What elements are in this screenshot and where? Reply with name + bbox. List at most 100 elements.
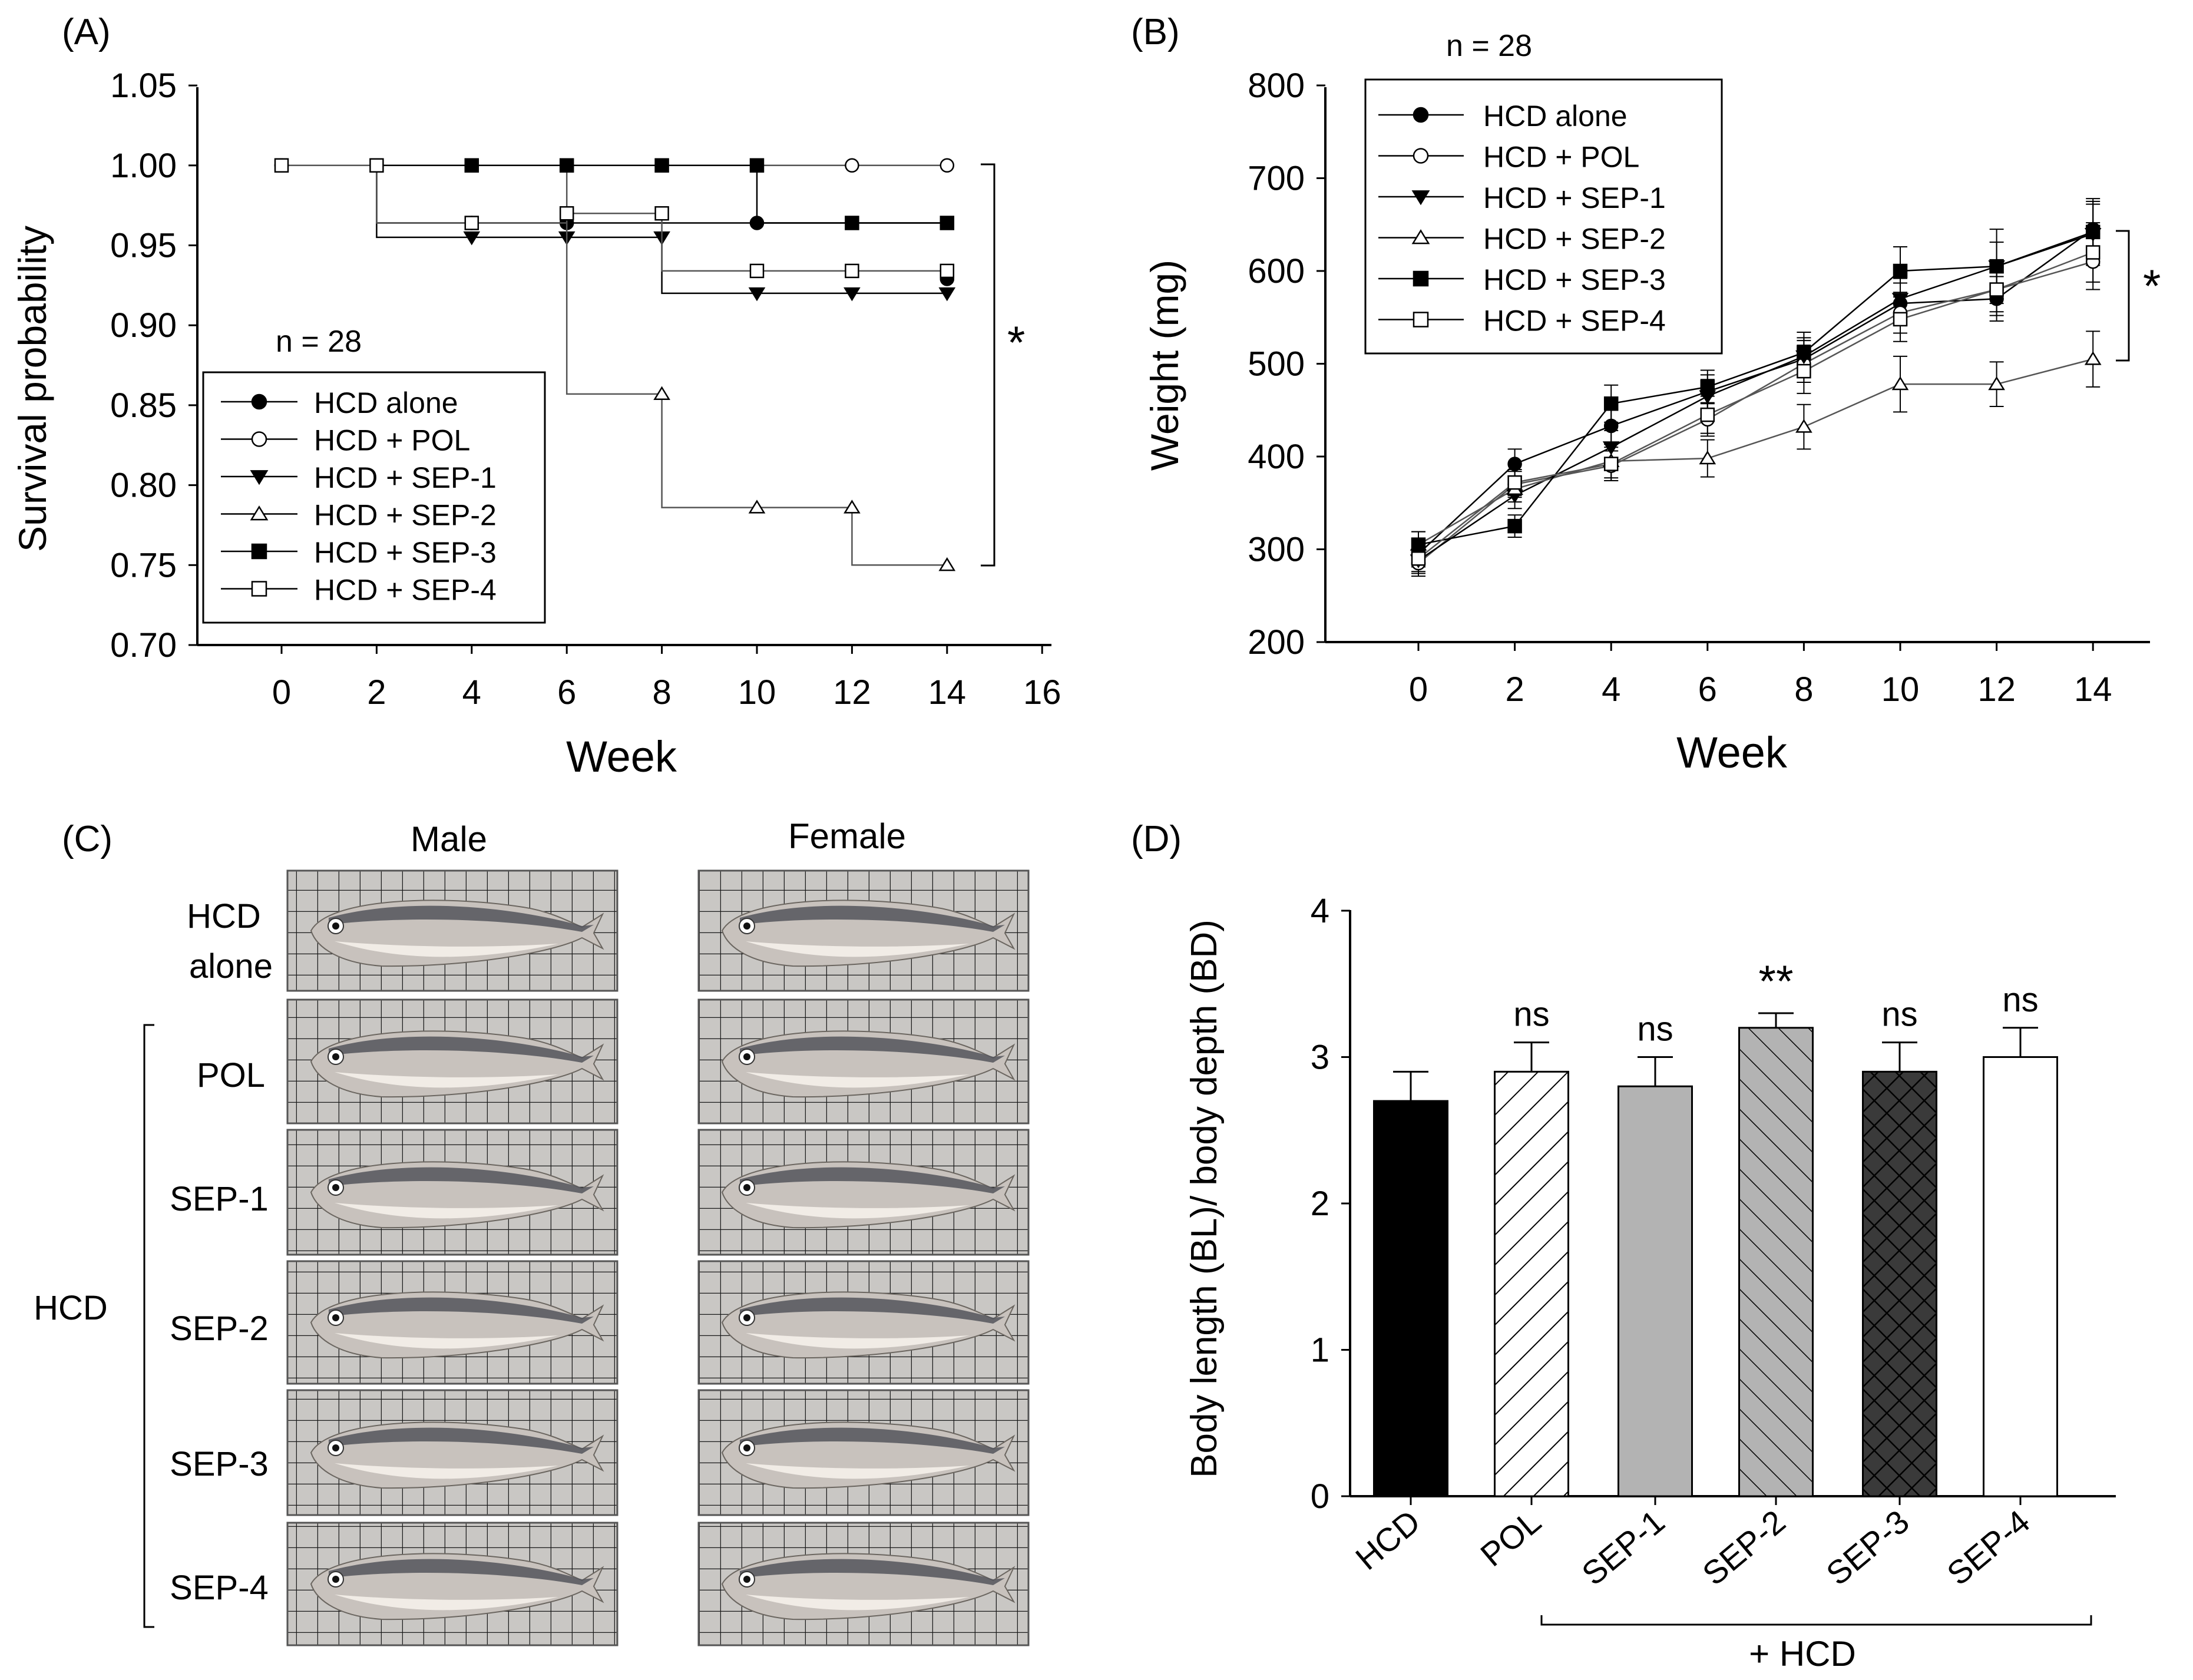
- panel-b-legend-marker: [1413, 270, 1429, 287]
- panel-c: (C) Male Female HCD alone POL SEP-1 SEP-…: [34, 816, 1030, 1646]
- panel-a-point-hcd-sep-4: [274, 158, 289, 173]
- panel-a-legend: HCD alone HCD + POL HCD + SEP-1 HCD + SEP-2…: [221, 386, 497, 607]
- panel-a-xtick-label: 16: [1023, 673, 1061, 712]
- panel-a-point-hcd-sep-3: [464, 158, 479, 173]
- row-label-sep-4: SEP-4: [170, 1569, 269, 1607]
- panel-d-label: (D): [1131, 819, 1182, 859]
- panel-a-significance: *: [1007, 316, 1025, 368]
- panel-b-point-hcd-sep-4: [1989, 282, 2004, 297]
- panel-b-xtick-label: 12: [1977, 670, 2016, 709]
- panel-b-line-hcd-sep-1: [1418, 233, 2093, 561]
- fish-photo-male-sep-2: [286, 1260, 618, 1385]
- panel-a-legend-marker: [251, 393, 267, 410]
- panel-b-legend-label: HCD + SEP-4: [1483, 305, 1666, 338]
- panel-b-xtick-label: 10: [1881, 670, 1920, 709]
- fish-pupil: [743, 1576, 750, 1583]
- panel-d-category-label: SEP-4: [1940, 1503, 2036, 1592]
- fish-photo-male-sep-3: [286, 1389, 618, 1516]
- panel-b-point-hcd-sep-3: [2085, 224, 2101, 240]
- panel-b-plot-area: [1410, 198, 2102, 577]
- panel-b-line-hcd-alone: [1418, 229, 2093, 555]
- fish-belly: [335, 1203, 558, 1219]
- panel-a-legend-marker: [250, 470, 269, 485]
- fish-photo-female-pol: [697, 998, 1030, 1125]
- panel-d-errorbar: [1393, 1070, 1428, 1102]
- panel-b-point-hcd-sep-3: [1411, 537, 1426, 552]
- panel-b-point-hcd-sep-3: [1700, 379, 1715, 395]
- panel-a-n-text: n = 28: [276, 325, 362, 359]
- panel-b-point-hcd-sep-1: [1602, 441, 1620, 455]
- panel-a-axes: [196, 87, 1051, 646]
- hcd-group-bracket: [143, 1024, 154, 1628]
- panel-a-xtick-label: 14: [928, 673, 967, 712]
- panel-c-label: (C): [62, 819, 113, 859]
- panel-b-line-hcd-sep-4: [1418, 252, 2093, 560]
- panel-a-ytick-label: 1.00: [110, 147, 177, 185]
- panel-b-xtick-label: 2: [1505, 670, 1524, 709]
- panel-a-line-hcd-sep-3: [282, 164, 947, 224]
- fish-pupil: [743, 1184, 750, 1191]
- panel-d-category-label: POL: [1473, 1503, 1547, 1573]
- panel-d-bar-sep-2: [1738, 1027, 1814, 1497]
- panel-b-ytick-label: 600: [1248, 252, 1305, 290]
- fish-pupil: [743, 1314, 750, 1321]
- panel-d-annotation: ns: [1637, 1010, 1673, 1049]
- fish-photo-female-hcd-alone: [697, 869, 1030, 992]
- panel-d-errorbar: [1638, 1056, 1673, 1087]
- panel-b-legend-marker: [1413, 148, 1429, 164]
- panel-a-point-hcd-sep-3: [940, 216, 955, 230]
- panel-d-errorbar: [2003, 1027, 2038, 1057]
- panel-b-point-hcd-alone: [1507, 457, 1522, 471]
- panel-d-ylabel: Body length (BL)/ body depth (BD): [1184, 920, 1225, 1478]
- panel-a: (A) 0.70 0.75 0.80 0.85 0.90 0.95 1.00 1.05 0 2 4…: [11, 12, 1061, 781]
- panel-a-x-ticks: 0 2 4 6 8 10 12 14 16: [272, 645, 1061, 712]
- panel-b-xtick-label: 14: [2074, 670, 2112, 709]
- panel-a-xtick-label: 2: [367, 673, 386, 712]
- panel-a-point-hcd-sep-4: [845, 263, 859, 279]
- panel-d-ytick-label: 2: [1311, 1185, 1329, 1223]
- panel-a-legend-label: HCD + SEP-4: [314, 574, 497, 607]
- panel-b-point-hcd-sep-2: [1988, 376, 2005, 391]
- fish-belly: [746, 941, 970, 957]
- panel-b-xtick-label: 6: [1698, 670, 1717, 709]
- panel-d-bar-pol: [1494, 1070, 1569, 1497]
- fish-photo-female-sep-4: [697, 1522, 1030, 1646]
- panel-a-xtick-label: 12: [833, 673, 871, 712]
- panel-b-line-hcd-pol: [1418, 261, 2093, 564]
- panel-a-label: (A): [62, 12, 111, 52]
- fish-photo-female-sep-3: [697, 1389, 1030, 1516]
- panel-b-point-hcd-sep-4: [1411, 551, 1426, 566]
- fish-stripes: [329, 1559, 594, 1585]
- panel-b-xtick-label: 8: [1794, 670, 1813, 709]
- panel-a-ytick-label: 0.90: [110, 306, 177, 345]
- panel-a-legend-marker: [250, 505, 269, 521]
- panel-b-x-ticks: 0 2 4 6 8 10 12 14: [1409, 642, 2112, 709]
- panel-b-point-hcd-sep-4: [1700, 407, 1715, 422]
- panel-a-point-hcd-sep-2: [844, 500, 861, 514]
- panel-b-ytick-label: 500: [1248, 345, 1305, 383]
- panel-a-significance-bracket: [981, 163, 995, 567]
- panel-d-bar-sep-1: [1618, 1085, 1693, 1497]
- panel-a-point-hcd-sep-2: [653, 386, 670, 400]
- panel-a-point-hcd-pol: [845, 158, 859, 173]
- panel-a-xtick-label: 10: [738, 673, 776, 712]
- fish-stripes: [740, 905, 1005, 932]
- panel-b-legend-marker: [1413, 107, 1429, 123]
- panel-b-label: (B): [1131, 12, 1180, 52]
- panel-d-category-label: HCD: [1348, 1503, 1427, 1577]
- panel-b-legend-label: HCD + POL: [1483, 141, 1639, 174]
- panel-a-legend-label: HCD + SEP-1: [314, 461, 497, 494]
- panel-d-category-label: SEP-2: [1695, 1503, 1792, 1592]
- panel-b-legend-marker: [1411, 229, 1430, 244]
- panel-b: (B) n = 28 200 300 400 500 600 700 800 0 2 4 6 8 10…: [1131, 12, 2161, 777]
- fish-photo-male-pol: [286, 998, 618, 1125]
- panel-d-category-label: SEP-3: [1819, 1503, 1916, 1592]
- panel-b-point-hcd-sep-3: [1603, 396, 1619, 411]
- panel-a-xtick-label: 8: [652, 673, 671, 712]
- panel-a-ytick-label: 0.80: [110, 467, 177, 505]
- panel-b-point-hcd-alone: [1603, 418, 1619, 434]
- fish-photo-male-hcd-alone: [286, 869, 618, 992]
- panel-b-line-hcd-sep-2: [1418, 358, 2093, 545]
- panel-d-bar-sep-4: [1983, 1056, 2058, 1497]
